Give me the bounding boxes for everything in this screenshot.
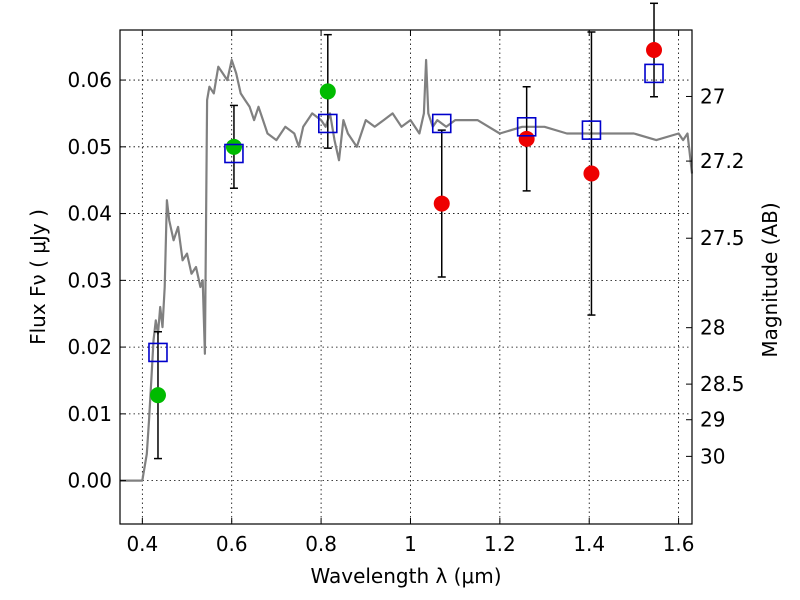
x-tick-label: 0.4 [126, 532, 158, 556]
x-tick-label: 0.8 [305, 532, 337, 556]
plot-frame [119, 29, 693, 525]
x-axis-label: Wavelength λ (μm) [310, 564, 501, 588]
y-tick-label: 0.04 [67, 202, 112, 226]
model-photometry-square [644, 63, 664, 84]
red-data-point [583, 165, 600, 182]
x-tick-label: 1 [404, 532, 417, 556]
right-tick-label: 29 [700, 408, 725, 432]
marker-layer [148, 42, 664, 404]
right-tick-label: 28 [700, 316, 725, 340]
model-photometry-square [516, 116, 537, 137]
y-tick-label: 0.01 [67, 402, 112, 426]
y-tick-label: 0.05 [67, 135, 112, 159]
right-axis-label: Magnitude (AB) [758, 202, 782, 357]
model-sed-layer [120, 58, 694, 482]
y-axis-label: Flux Fν ( μJy ) [26, 209, 50, 345]
green-data-point [225, 138, 242, 155]
right-tick-label: 27.2 [700, 149, 745, 173]
x-tick-label: 1.2 [484, 532, 516, 556]
x-tick-label: 1.4 [573, 532, 605, 556]
red-data-point [518, 130, 535, 147]
right-tick-label: 28.5 [700, 372, 745, 396]
y-tick-label: 0.06 [67, 68, 112, 92]
red-data-point [433, 195, 450, 212]
right-tick-label: 27 [700, 84, 725, 108]
right-tick-label: 30 [700, 444, 725, 468]
model-photometry-square [431, 113, 452, 134]
y-tick-label: 0.03 [67, 268, 112, 292]
model-photometry-square [317, 113, 338, 134]
y-tick-label: 0.02 [67, 335, 112, 359]
green-data-point [149, 387, 166, 404]
x-tick-label: 1.6 [663, 532, 695, 556]
model-sed-line [120, 58, 694, 482]
green-data-point [319, 83, 336, 100]
y-tick-label: 0.00 [67, 469, 112, 493]
red-data-point [646, 42, 663, 59]
right-tick-label: 27.5 [700, 226, 745, 250]
model-photometry-square [581, 120, 602, 140]
model-photometry-square [148, 342, 168, 363]
model-photometry-square [224, 143, 244, 164]
tick-layer: 0.4 0.6 0.8 1 1.2 1.4 1.6 0.00 0.01 0.02 0.03 0.04 0… [67, 30, 745, 556]
x-tick-label: 0.6 [216, 532, 248, 556]
